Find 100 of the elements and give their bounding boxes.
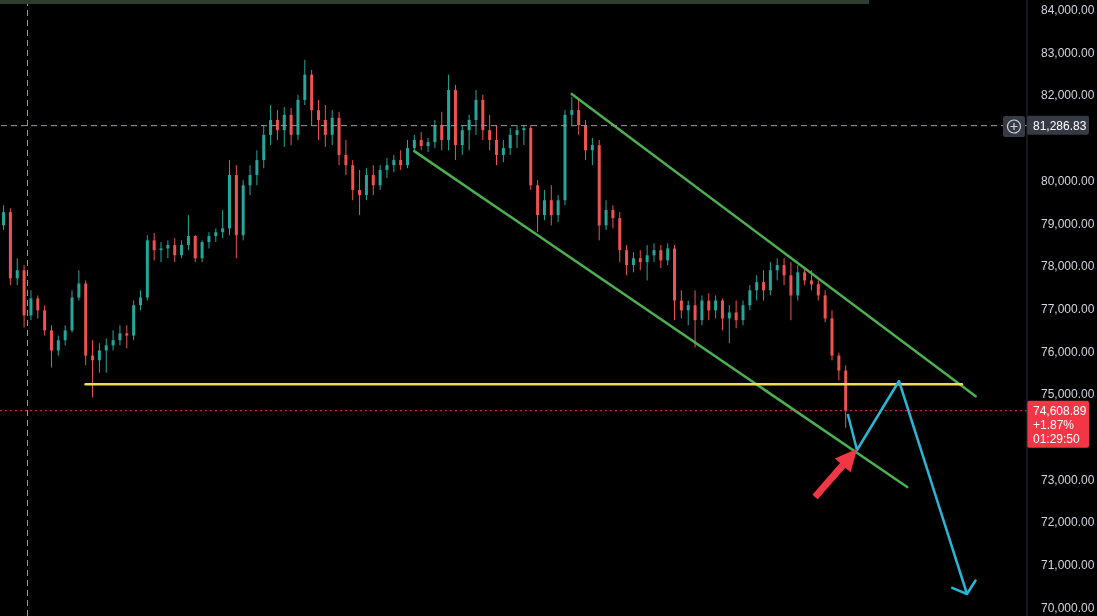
candlestick (166, 239, 170, 259)
candlestick (590, 137, 594, 166)
candlestick (282, 106, 286, 148)
candlestick (104, 338, 108, 374)
candlestick (323, 104, 327, 148)
candlestick (125, 324, 129, 349)
candlestick (755, 274, 759, 302)
candlestick (221, 209, 225, 239)
candlestick (15, 257, 19, 286)
candlestick (693, 289, 697, 348)
candlestick (796, 264, 800, 302)
candlestick (837, 352, 841, 381)
candlestick (748, 284, 752, 311)
candlestick (344, 139, 348, 176)
candlestick (406, 139, 410, 169)
candlestick (775, 257, 779, 281)
y-tick-label: 83,000.00 (1041, 45, 1095, 60)
candlestick (269, 104, 273, 146)
candlestick (700, 294, 704, 326)
y-tick-label: 73,000.00 (1041, 472, 1095, 487)
y-tick-label: 79,000.00 (1041, 216, 1095, 231)
candlestick (659, 244, 663, 269)
candlestick (36, 294, 40, 319)
candlestick (426, 137, 430, 153)
candlestick (289, 107, 293, 146)
candlestick (734, 300, 738, 329)
candlestick (741, 300, 745, 326)
candlestick (488, 114, 492, 151)
candlestick (385, 157, 389, 179)
candlestick (611, 204, 615, 229)
candlestick (317, 99, 320, 141)
candlestick (43, 304, 47, 337)
candlestick (275, 109, 279, 141)
candlestick (686, 300, 690, 326)
candlestick (186, 214, 190, 251)
candlestick (419, 131, 423, 151)
ref-line-label: 81,286.83 (1033, 118, 1087, 133)
candlestick (371, 164, 375, 196)
candlestick (570, 96, 574, 126)
y-tick-label: 76,000.00 (1041, 344, 1095, 359)
candlestick (727, 304, 731, 344)
candlestick (720, 297, 724, 331)
candlestick (29, 289, 33, 321)
candlestick (49, 324, 53, 369)
candlestick (501, 139, 505, 163)
candlestick (515, 124, 519, 149)
candlestick (200, 239, 204, 263)
candlestick (631, 251, 635, 273)
ref-line-label: 74,608.89 (1033, 403, 1087, 418)
candlestick (460, 124, 464, 156)
candlestick (522, 124, 526, 146)
candlestick (508, 127, 512, 156)
y-tick-label: 80,000.00 (1041, 173, 1095, 188)
text: +1.87% (1033, 417, 1075, 432)
candlestick (152, 232, 156, 261)
candlestick (768, 261, 772, 296)
candlestick (707, 292, 711, 321)
candlestick (433, 119, 437, 149)
candlestick (816, 279, 820, 302)
candlestick (604, 199, 608, 231)
candlestick (762, 269, 766, 302)
candlestick (577, 99, 581, 136)
y-tick-label: 72,000.00 (1041, 515, 1095, 530)
candlestick (467, 114, 471, 151)
candlestick (248, 164, 252, 196)
candlestick (207, 231, 211, 249)
y-tick-label: 84,000.00 (1041, 3, 1095, 18)
candlestick (111, 329, 115, 351)
y-tick-label: 78,000.00 (1041, 259, 1095, 274)
candlestick (255, 149, 259, 186)
candlestick (645, 244, 649, 281)
candlestick (666, 242, 670, 266)
candlestick (97, 342, 101, 374)
candlestick (2, 204, 6, 231)
candlestick (440, 111, 444, 151)
candlestick (549, 184, 553, 226)
candlestick (159, 241, 163, 263)
candlestick (173, 237, 177, 263)
candlestick (77, 269, 81, 302)
candlestick (364, 167, 368, 201)
candlestick (782, 257, 786, 286)
y-tick-label: 75,000.00 (1041, 387, 1095, 402)
candlestick (638, 249, 642, 271)
y-tick-label: 77,000.00 (1041, 301, 1095, 316)
candlestick (789, 261, 793, 321)
candlestick (378, 164, 382, 191)
candlestick (679, 289, 683, 319)
candlestick (714, 294, 718, 319)
candlestick (63, 324, 67, 346)
candlestick (809, 269, 813, 291)
candlestick (193, 234, 197, 263)
candlestick (138, 289, 142, 311)
candlestick (330, 109, 334, 146)
candlestick (118, 324, 122, 346)
text: 01:29:50 (1033, 431, 1081, 446)
candlestick (625, 244, 629, 276)
candlestick (556, 194, 560, 223)
candlestick (358, 169, 362, 216)
candlestick (652, 242, 656, 263)
candlestick (542, 189, 546, 221)
